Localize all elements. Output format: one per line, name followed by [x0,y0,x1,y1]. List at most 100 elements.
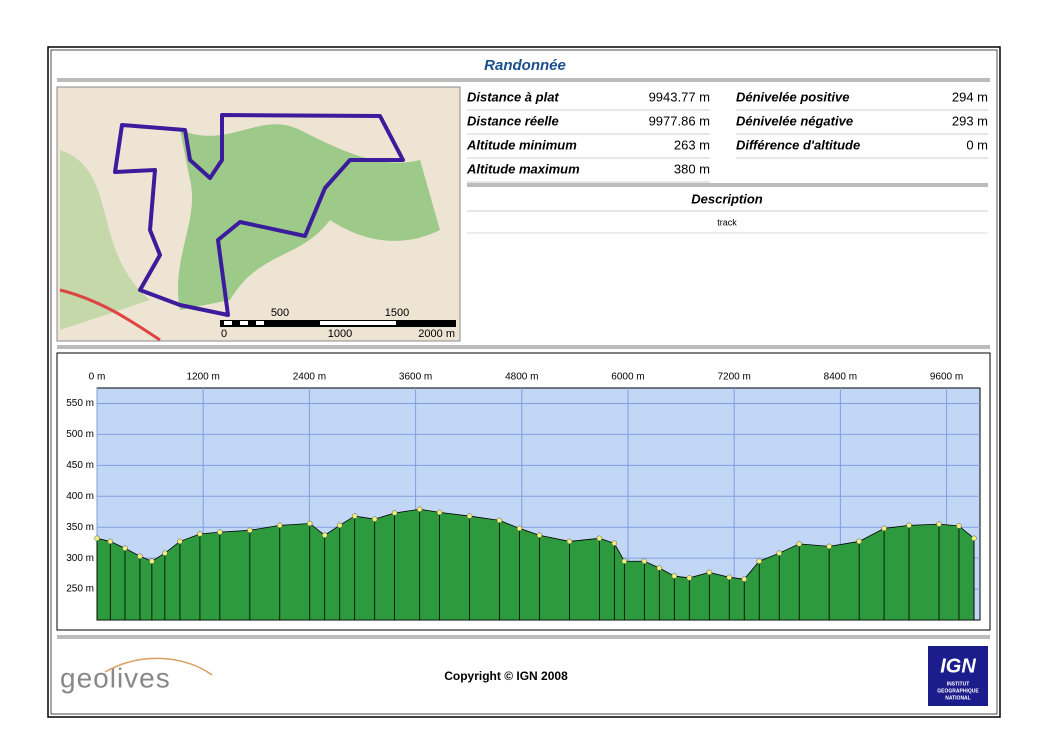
y-tick-label: 250 m [66,584,94,595]
sample-point [336,522,343,529]
y-tick-label: 500 m [66,429,94,440]
ign-sub: GEOGRAPHIQUE [937,688,979,694]
sample-point [856,538,862,545]
sample-point [881,525,887,532]
sample-point [94,535,100,542]
sample-point [776,550,782,556]
stat-label: Dénivelée positive [736,89,849,104]
x-tick-label: 9600 m [930,372,963,383]
scale-label: 500 [271,307,289,319]
sample-point [466,513,473,519]
sample-point [566,538,573,545]
description-text: track [717,217,737,227]
sample-point [971,535,977,542]
sample-point [107,538,114,545]
outer-border [47,46,1001,718]
stat-label: Altitude minimum [466,137,577,152]
stat-value: 380 m [674,161,710,176]
map: 500 1500 0 1000 2000 m [56,86,461,342]
sample-point [621,558,628,564]
sample-point [436,509,443,516]
y-tick-label: 300 m [66,553,94,564]
sample-point [371,516,378,522]
sample-point [756,558,762,564]
sample-point [391,510,398,516]
sample-point [197,531,203,537]
ign-logo [928,646,988,706]
sample-point [686,575,693,581]
separator [467,183,988,187]
sample-point [796,541,802,547]
stats: Distance à plat 9943.77 m Distance réelle 9… [466,89,988,183]
sample-point [122,545,128,551]
elevation-chart: 0 m 1200 m 2400 m 3600 m 4800 m 6000 m 7200 m 8… [66,372,981,621]
sample-point [706,569,713,576]
x-tick-label: 0 m [89,372,106,383]
title: Randonnée [484,57,566,74]
y-tick-label: 400 m [66,491,94,502]
y-tick-label: 350 m [66,522,94,533]
x-tick-label: 7200 m [717,372,750,383]
sample-point [656,565,663,571]
scale-label: 2000 m [418,328,455,340]
x-tick-label: 1200 m [187,372,220,383]
scale-label: 1500 [385,307,409,319]
separator [57,345,990,349]
sample-point [671,573,678,579]
stat-value: 263 m [674,137,710,152]
stat-label: Altitude maximum [466,161,580,176]
x-tick-label: 3600 m [399,372,432,383]
sample-point [247,527,253,534]
scale-label: 0 [221,328,227,340]
stat-value: 0 m [966,137,988,152]
sample-point [217,529,223,535]
stat-value: 294 m [952,89,988,104]
ign-sub: NATIONAL [945,695,970,701]
stat-value: 9977.86 m [649,113,710,128]
scale-label: 1000 [328,328,352,340]
map-road [59,288,161,342]
x-tick-label: 4800 m [505,372,538,383]
sample-point [137,553,143,560]
sample-point [416,506,423,513]
map-track [113,113,405,317]
separator [57,635,990,639]
sample-point [826,543,832,550]
x-tick-label: 6000 m [611,372,644,383]
stat-value: 9943.77 m [649,89,710,104]
stat-label: Dénivelée négative [736,113,853,128]
map-forest [177,124,440,310]
stat-label: Distance à plat [467,89,559,104]
sample-point [611,540,618,547]
stat-label: Différence d'altitude [736,137,860,152]
sample-point [496,517,503,524]
sample-point [276,522,283,529]
sample-point [726,574,732,581]
sample-point [596,535,603,542]
logo-arc [104,657,213,676]
stat-label: Distance réelle [467,113,559,128]
y-tick-label: 450 m [66,460,94,471]
sample-point [906,522,912,529]
description-heading: Description [691,191,763,206]
x-tick-label: 8400 m [824,372,857,383]
sample-point [149,558,155,564]
sample-point [516,525,523,532]
x-tick-label: 2400 m [293,372,326,383]
sample-point [741,576,748,582]
inner-border [50,49,998,715]
stat-value: 293 m [952,113,988,128]
scale-tick [240,321,248,325]
y-tick-label: 550 m [66,398,94,409]
map-field [60,150,150,330]
sample-point [351,513,358,519]
sample-point [177,538,183,545]
scale-tick [320,321,396,325]
sample-point [321,532,328,538]
sample-point [641,558,648,564]
scale-tick [256,321,264,325]
sample-point [936,521,942,527]
ign-sub: INSTITUT [947,681,970,687]
